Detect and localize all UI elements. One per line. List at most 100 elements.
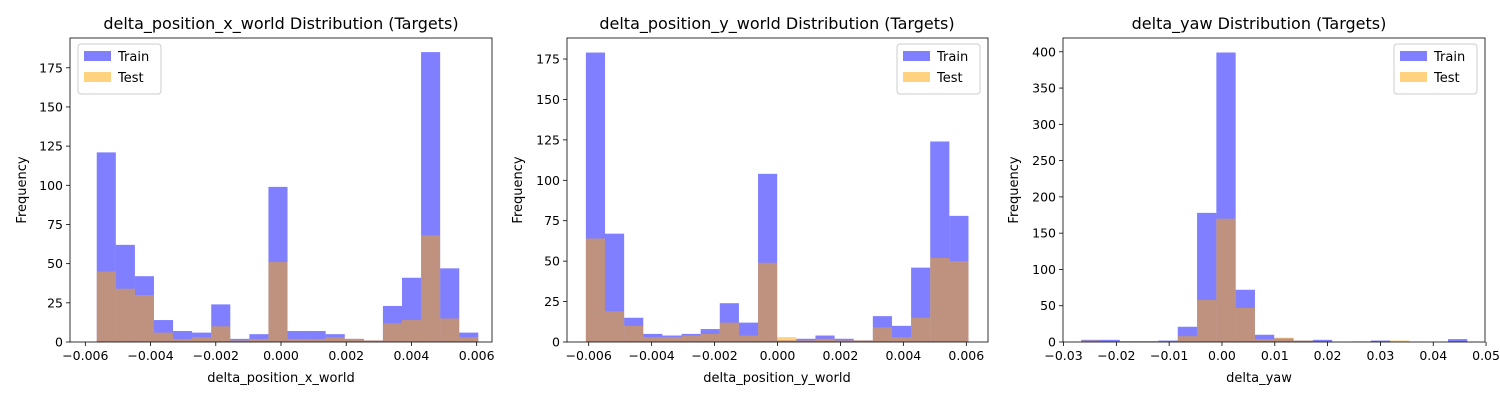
x-tick-label: 0.004	[885, 348, 921, 363]
bar-test-17	[421, 235, 441, 342]
x-tick-label: 0.03	[1367, 348, 1395, 363]
legend-swatch-test	[84, 72, 111, 82]
bar-test-14	[853, 340, 873, 342]
x-tick-label: −0.004	[629, 348, 675, 363]
bar-test-8	[1235, 307, 1255, 342]
y-tick-label: 150	[1032, 226, 1056, 241]
bar-train-9	[1254, 334, 1275, 342]
bar-test-6	[1197, 299, 1217, 342]
y-axis-label: Frequency	[1007, 156, 1022, 223]
bar-test-11	[306, 338, 326, 342]
bar-test-16	[891, 337, 912, 342]
y-tick-label: 125	[536, 132, 560, 147]
y-tick-label: 50	[1040, 298, 1056, 313]
bar-test-9	[268, 262, 288, 342]
bar-test-2	[134, 294, 154, 342]
legend: Train Test	[896, 43, 981, 95]
bar-test-7	[719, 322, 739, 342]
y-tick-label: 50	[544, 254, 560, 269]
legend-label-train: Train	[117, 50, 149, 65]
y-tick-label: 75	[47, 217, 63, 232]
x-tick-label: 0.05	[1472, 348, 1500, 363]
bar-test-5	[192, 337, 212, 342]
bar-train-4	[173, 331, 193, 342]
bar-test-7	[230, 340, 250, 342]
axes-frame	[1062, 37, 1486, 343]
bar-test-4	[173, 338, 193, 342]
chart-title: delta_yaw Distribution (Targets)	[1132, 14, 1387, 34]
y-tick-label: 150	[39, 99, 63, 114]
bar-test-3	[643, 337, 663, 342]
x-tick-label: 0.000	[760, 348, 796, 363]
x-tick-label: −0.03	[1044, 348, 1082, 363]
y-tick-label: 0	[1048, 335, 1056, 350]
y-tick-label: 100	[1032, 262, 1056, 277]
x-tick-label: 0.002	[328, 348, 364, 363]
bars-layer	[585, 52, 969, 343]
y-tick-label: 150	[536, 92, 560, 107]
bar-test-16	[1390, 340, 1410, 342]
bar-test-19	[459, 337, 479, 342]
bar-test-15	[872, 327, 892, 342]
y-tick-label: 400	[1032, 44, 1056, 59]
bar-train-10	[287, 331, 307, 342]
x-axis-label: delta_yaw	[1226, 371, 1292, 386]
y-tick-label: 0	[552, 335, 560, 350]
x-tick-label: 0.01	[1261, 348, 1289, 363]
axes-frame	[566, 37, 989, 343]
bar-test-9	[1254, 339, 1275, 342]
bar-train-12	[1312, 339, 1333, 342]
bar-test-10	[287, 338, 307, 342]
x-tick-label: −0.004	[127, 348, 173, 363]
bar-test-11	[796, 340, 816, 342]
bar-test-18	[440, 318, 460, 342]
chart-panel-yaw: delta_yaw Distribution (Targets) delta_y…	[1007, 14, 1500, 386]
bar-train-8	[249, 334, 269, 342]
bar-train-19	[1448, 339, 1468, 342]
bar-test-3	[153, 332, 174, 342]
bar-test-0	[585, 238, 606, 342]
chart-panel-y: delta_position_y_world Distribution (Tar…	[511, 14, 989, 386]
x-tick-label: 0.006	[459, 348, 495, 363]
bar-test-15	[382, 323, 402, 342]
legend-swatch-test	[903, 72, 930, 82]
x-tick-label: 0.00	[1208, 348, 1236, 363]
x-tick-label: −0.02	[1097, 348, 1135, 363]
legend-swatch-test	[1400, 72, 1427, 82]
y-tick-label: 25	[47, 295, 63, 310]
ticks-layer: −0.006 −0.004 −0.002 0.000 0.002 0.004 0.006 0 2…	[536, 52, 984, 363]
x-tick-label: 0.000	[263, 348, 299, 363]
x-tick-label: 0.004	[394, 348, 430, 363]
y-tick-label: 100	[536, 173, 560, 188]
x-tick-label: −0.006	[62, 348, 108, 363]
bar-test-5	[1177, 336, 1198, 342]
y-tick-label: 25	[544, 294, 560, 309]
y-tick-label: 125	[39, 139, 63, 154]
x-tick-label: 0.04	[1419, 348, 1447, 363]
bar-test-8	[249, 338, 269, 342]
legend-swatch-train	[84, 51, 111, 61]
bar-test-14	[363, 340, 383, 342]
x-tick-label: 0.02	[1314, 348, 1342, 363]
x-tick-label: −0.006	[566, 348, 612, 363]
y-tick-label: 0	[55, 335, 63, 350]
bar-test-17	[911, 317, 931, 342]
y-tick-label: 200	[1032, 189, 1056, 204]
legend-label-test: Test	[117, 71, 144, 86]
bar-test-7	[1216, 218, 1236, 342]
legend-swatch-train	[1400, 51, 1427, 61]
legend: Train Test	[1393, 43, 1478, 95]
y-axis-label: Frequency	[511, 156, 526, 223]
bar-train-12	[815, 335, 835, 342]
bar-test-0	[1081, 340, 1101, 342]
y-tick-label: 250	[1032, 153, 1056, 168]
chart-title: delta_position_y_world Distribution (Tar…	[599, 14, 954, 34]
x-tick-label: 0.002	[823, 348, 859, 363]
bars-layer	[1081, 52, 1468, 342]
bar-train-11	[306, 331, 326, 342]
axes-frame	[69, 37, 493, 343]
y-tick-label: 100	[39, 178, 63, 193]
legend-label-train: Train	[1433, 50, 1465, 65]
x-tick-label: −0.002	[193, 348, 239, 363]
